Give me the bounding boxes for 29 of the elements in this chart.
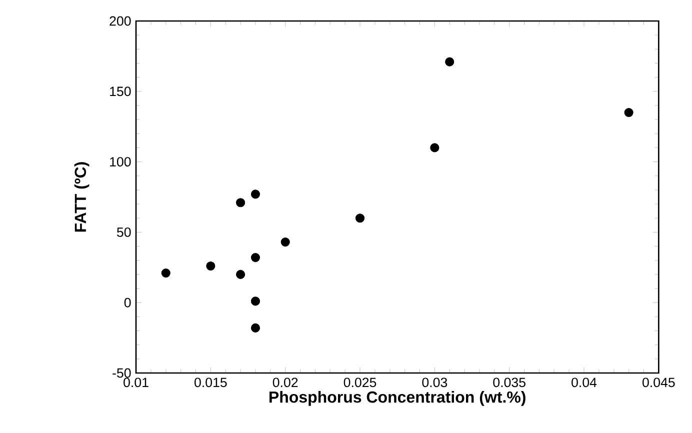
- point: [206, 261, 216, 271]
- point: [624, 108, 634, 118]
- y-tick-label: 200: [110, 16, 131, 26]
- y-tick-label: 100: [110, 157, 131, 167]
- point: [250, 253, 260, 262]
- y-tick-label: -50: [112, 368, 131, 378]
- point: [355, 214, 365, 223]
- x-tick-label: 0.015: [194, 378, 227, 388]
- point: [250, 190, 260, 199]
- x-tick-label: 0.035: [493, 378, 526, 388]
- y-tick-label: 50: [117, 227, 131, 237]
- y-tick-label: 0: [124, 298, 131, 308]
- point: [236, 270, 246, 279]
- point: [161, 268, 170, 278]
- point: [250, 323, 260, 332]
- y-tick-label: 150: [110, 86, 131, 96]
- x-tick-label: 0.025: [344, 378, 376, 388]
- x-tick-label: 0.01: [124, 378, 148, 388]
- x-tick-label: 0.04: [572, 378, 597, 388]
- point: [445, 57, 454, 66]
- point: [236, 198, 246, 208]
- x-tick-label: 0.045: [642, 378, 675, 388]
- point: [280, 238, 290, 247]
- x-axis-title: Phosphorus Concentration (wt.%): [270, 390, 526, 406]
- x-tick-label: 0.03: [422, 378, 448, 388]
- point: [250, 296, 260, 306]
- x-tick-label: 0.02: [272, 378, 298, 388]
- point: [430, 143, 440, 152]
- y-axis-title: FATT (ºC): [74, 162, 90, 232]
